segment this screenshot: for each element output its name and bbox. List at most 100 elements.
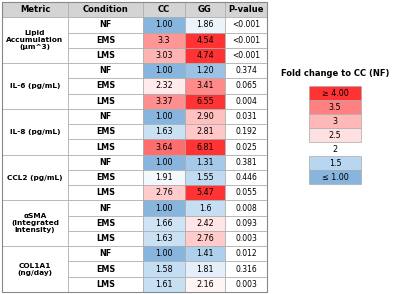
Bar: [143, 109, 185, 124]
Text: 1.00: 1.00: [155, 20, 173, 29]
Text: 1.63: 1.63: [155, 127, 173, 136]
Text: LMS: LMS: [96, 97, 115, 106]
Bar: [143, 231, 185, 246]
Text: 1.41: 1.41: [196, 249, 214, 258]
Bar: [68, 261, 143, 277]
Bar: [185, 48, 225, 63]
Bar: [225, 48, 267, 63]
Text: 0.316: 0.316: [235, 265, 257, 274]
Bar: [225, 261, 267, 277]
Text: 6.81: 6.81: [196, 143, 214, 151]
Text: LMS: LMS: [96, 280, 115, 289]
Text: 0.008: 0.008: [235, 203, 257, 213]
Text: 1.86: 1.86: [196, 20, 214, 29]
Bar: [225, 93, 267, 109]
Text: 1.00: 1.00: [155, 158, 173, 167]
Bar: [143, 277, 185, 292]
Bar: [68, 124, 143, 139]
Bar: [225, 2, 267, 17]
Text: EMS: EMS: [96, 81, 115, 91]
Bar: [68, 2, 143, 17]
Bar: [68, 246, 143, 261]
Text: ≥ 4.00: ≥ 4.00: [322, 88, 348, 98]
Bar: [2, 155, 68, 201]
Bar: [185, 170, 225, 185]
Bar: [143, 170, 185, 185]
Text: 4.74: 4.74: [196, 51, 214, 60]
Text: LMS: LMS: [96, 143, 115, 151]
Bar: [225, 155, 267, 170]
Text: 3.41: 3.41: [196, 81, 214, 91]
Bar: [143, 185, 185, 201]
Text: 2.76: 2.76: [196, 234, 214, 243]
Bar: [143, 246, 185, 261]
Text: 1.91: 1.91: [155, 173, 173, 182]
Bar: [309, 128, 361, 142]
Text: CCL2 (pg/mL): CCL2 (pg/mL): [7, 175, 63, 181]
Text: 0.003: 0.003: [235, 234, 257, 243]
Text: 1.5: 1.5: [329, 158, 341, 168]
Bar: [185, 216, 225, 231]
Bar: [185, 63, 225, 78]
Bar: [225, 63, 267, 78]
Bar: [225, 231, 267, 246]
Bar: [143, 124, 185, 139]
Text: 0.055: 0.055: [235, 188, 257, 197]
Bar: [68, 139, 143, 155]
Bar: [225, 246, 267, 261]
Text: 2.16: 2.16: [196, 280, 214, 289]
Bar: [143, 33, 185, 48]
Text: 2: 2: [332, 144, 338, 153]
Text: NF: NF: [100, 203, 112, 213]
Bar: [185, 277, 225, 292]
Bar: [225, 185, 267, 201]
Bar: [185, 2, 225, 17]
Text: CC: CC: [158, 5, 170, 14]
Text: 3.03: 3.03: [155, 51, 173, 60]
Bar: [225, 201, 267, 216]
Text: 1.00: 1.00: [155, 112, 173, 121]
Bar: [309, 86, 361, 100]
Text: EMS: EMS: [96, 265, 115, 274]
Text: NF: NF: [100, 66, 112, 75]
Text: LMS: LMS: [96, 234, 115, 243]
Text: EMS: EMS: [96, 173, 115, 182]
Text: <0.001: <0.001: [232, 51, 260, 60]
Text: 0.003: 0.003: [235, 280, 257, 289]
Text: P-value: P-value: [228, 5, 264, 14]
Text: 0.093: 0.093: [235, 219, 257, 228]
Bar: [143, 201, 185, 216]
Text: 1.63: 1.63: [155, 234, 173, 243]
Bar: [68, 216, 143, 231]
Text: 6.55: 6.55: [196, 97, 214, 106]
Text: IL-6 (pg/mL): IL-6 (pg/mL): [10, 83, 60, 89]
Bar: [143, 261, 185, 277]
Text: Lipid
Accumulation
(μm^3): Lipid Accumulation (μm^3): [6, 30, 64, 50]
Text: GG: GG: [198, 5, 212, 14]
Bar: [225, 170, 267, 185]
Bar: [68, 63, 143, 78]
Text: 0.374: 0.374: [235, 66, 257, 75]
Text: 2.81: 2.81: [196, 127, 214, 136]
Text: 1.00: 1.00: [155, 249, 173, 258]
Text: 0.025: 0.025: [235, 143, 257, 151]
Text: 3.3: 3.3: [158, 36, 170, 45]
Bar: [2, 17, 68, 63]
Bar: [185, 261, 225, 277]
Text: 2.90: 2.90: [196, 112, 214, 121]
Bar: [309, 114, 361, 128]
Bar: [68, 33, 143, 48]
Text: COL1A1
(ng/day): COL1A1 (ng/day): [18, 263, 52, 275]
Text: 2.76: 2.76: [155, 188, 173, 197]
Bar: [225, 33, 267, 48]
Bar: [143, 48, 185, 63]
Bar: [68, 109, 143, 124]
Bar: [68, 185, 143, 201]
Text: 1.81: 1.81: [196, 265, 214, 274]
Bar: [2, 201, 68, 246]
Bar: [68, 155, 143, 170]
Bar: [143, 78, 185, 93]
Text: IL-8 (pg/mL): IL-8 (pg/mL): [10, 129, 60, 135]
Text: 3.5: 3.5: [329, 103, 341, 111]
Bar: [143, 93, 185, 109]
